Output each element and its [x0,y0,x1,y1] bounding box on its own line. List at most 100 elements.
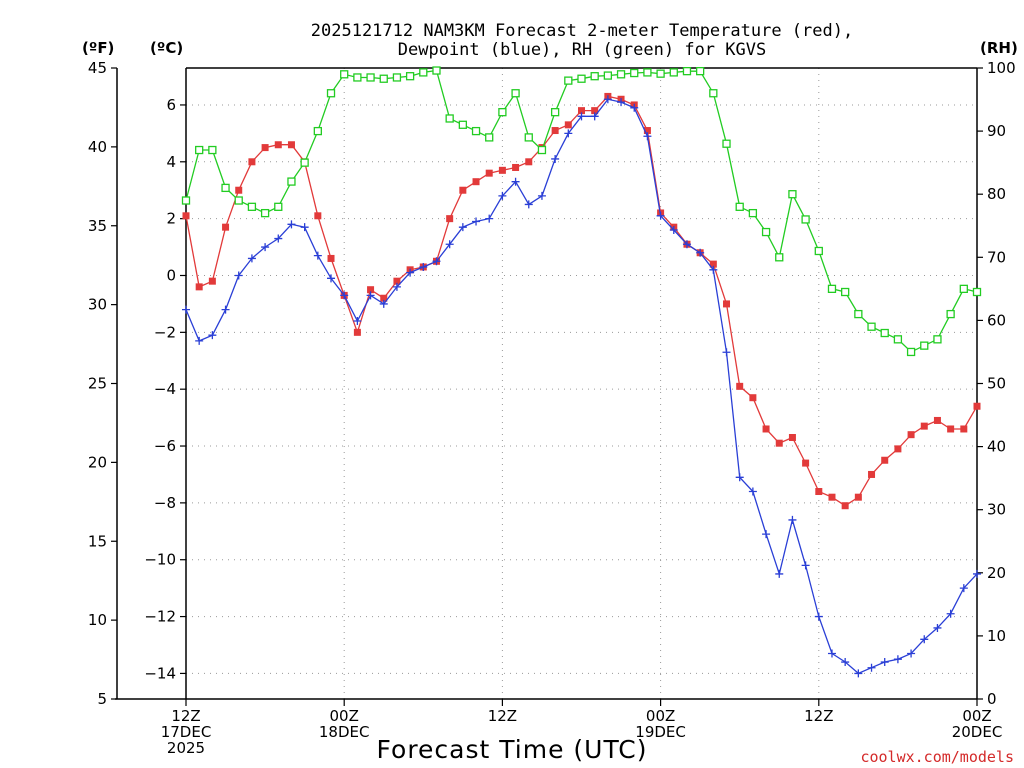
dewpoint-point [300,223,309,232]
dewpoint-point [511,177,520,186]
rh-point [972,287,982,297]
rh-point [260,208,270,218]
dewpoint-point [643,132,652,141]
rh-point [485,133,494,142]
temperature-point [907,431,915,439]
celsius-tick-label: −12 [144,608,176,626]
x-tick-label: 12Z [488,707,517,725]
x-tick-label: 12Z [171,707,200,725]
temperature-point [525,158,533,166]
dewpoint-point [709,265,718,274]
temperature-point [960,425,968,433]
fahrenheit-tick-label: 45 [88,59,107,77]
temperature-point [643,127,651,135]
temperature-point [723,300,731,308]
celsius-tick-label: 6 [166,96,176,114]
celsius-tick-label: 0 [166,266,176,284]
dewpoint-point [841,658,850,667]
temperature-point [881,456,889,464]
dewpoint-point [907,649,916,658]
rh-point [669,68,678,77]
fahrenheit-unit-label: (ºF) [82,39,114,57]
rh-tick-label: 20 [987,564,1006,582]
rh-point [722,139,731,148]
temperature-point [854,493,862,501]
rh-point [326,89,336,98]
rh-tick-label: 50 [987,375,1006,393]
temperature-point [709,260,717,268]
temperature-point [815,488,823,496]
temperature-point [973,402,981,410]
x-tick-label: 00Z [330,707,359,725]
rh-point [353,73,362,82]
rh-point [458,120,468,129]
rh-point [959,284,968,294]
rh-point [788,190,797,199]
temperature-point [393,277,401,285]
rh-point [933,335,942,344]
temperature-point [472,178,480,186]
dewpoint-point [564,129,573,138]
dewpoint-point [472,217,481,226]
dewpoint-point [814,612,823,621]
dewpoint-point [854,669,863,678]
temperature-point [591,107,599,115]
rh-tick-label: 60 [987,311,1006,329]
dewpoint-point [617,98,626,107]
dewpoint-point [590,112,599,121]
dewpoint-point [366,291,375,300]
chart-title-line2: Dewpoint (blue), RH (green) for KGVS [398,40,766,60]
rh-point [893,335,903,344]
x-tick-label: 17DEC [161,723,212,741]
celsius-unit-label: (ºC) [150,39,183,57]
dewpoint-point [221,305,230,314]
dewpoint-point [722,348,731,357]
rh-tick-label: 40 [987,438,1006,456]
rh-point [247,202,257,211]
x-tick-label: 00Z [646,707,675,725]
rh-point [234,196,243,205]
temperature-point [182,212,190,220]
rh-unit-label: (RH) [980,39,1018,57]
dewpoint-point [946,609,955,618]
celsius-tick-label: 4 [166,153,176,171]
rh-point [287,177,296,186]
rh-tick-label: 70 [987,248,1006,266]
temperature-point [274,141,282,149]
dewpoint-point [735,473,744,482]
temperature-point [498,166,506,174]
rh-point [208,145,217,155]
rh-point [471,126,481,136]
dewpoint-point [445,240,454,249]
dewpoint-point [867,663,876,672]
rh-point [300,158,309,167]
dewpoint-point [432,257,441,266]
rh-point [392,73,402,82]
rh-tick-label: 30 [987,501,1006,519]
rh-tick-label: 0 [987,690,997,708]
dewpoint-point [247,254,256,263]
celsius-tick-label: 2 [166,210,176,228]
rh-point [748,208,758,218]
dewpoint-point [827,649,836,658]
credit-link[interactable]: coolwx.com/models [860,748,1014,766]
temperature-point [736,382,744,390]
rh-point [643,68,652,77]
dewpoint-point [234,271,243,280]
dewpoint-point [458,223,467,232]
rh-point [379,74,388,83]
x-tick-label: 19DEC [635,723,686,741]
rh-point [920,341,929,350]
dewpoint-point [524,200,533,209]
temperature-point [841,502,849,510]
dewpoint-point [893,655,902,664]
dewpoint-point [195,336,204,345]
rh-point [419,68,428,77]
temperature-point [762,425,770,433]
rh-point [274,202,283,211]
temperature-point [828,493,836,501]
temperature-point [222,223,230,231]
fahrenheit-tick-label: 5 [97,690,107,708]
dewpoint-point [696,248,705,257]
